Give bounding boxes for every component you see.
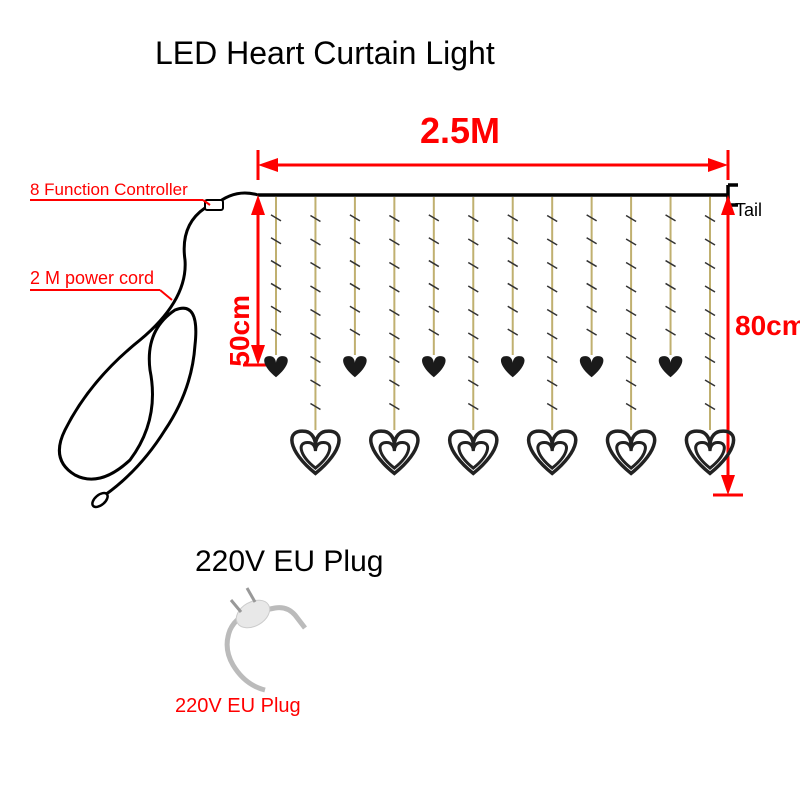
- width-arrow: [258, 150, 728, 180]
- small-heart-icon: [264, 356, 288, 377]
- eu-plug-icon: [227, 588, 305, 690]
- controller-box: [205, 200, 223, 210]
- small-heart-icon: [659, 356, 683, 377]
- long-drop-arrow: [713, 195, 743, 495]
- light-strings: [264, 197, 733, 473]
- small-heart-icon: [343, 356, 367, 377]
- short-drop-arrow: [243, 195, 273, 365]
- power-cord: [59, 208, 205, 495]
- small-heart-icon: [580, 356, 604, 377]
- plug-end-icon: [90, 490, 110, 509]
- small-heart-icon: [422, 356, 446, 377]
- small-heart-icon: [501, 356, 525, 377]
- diagram-svg: [0, 0, 800, 800]
